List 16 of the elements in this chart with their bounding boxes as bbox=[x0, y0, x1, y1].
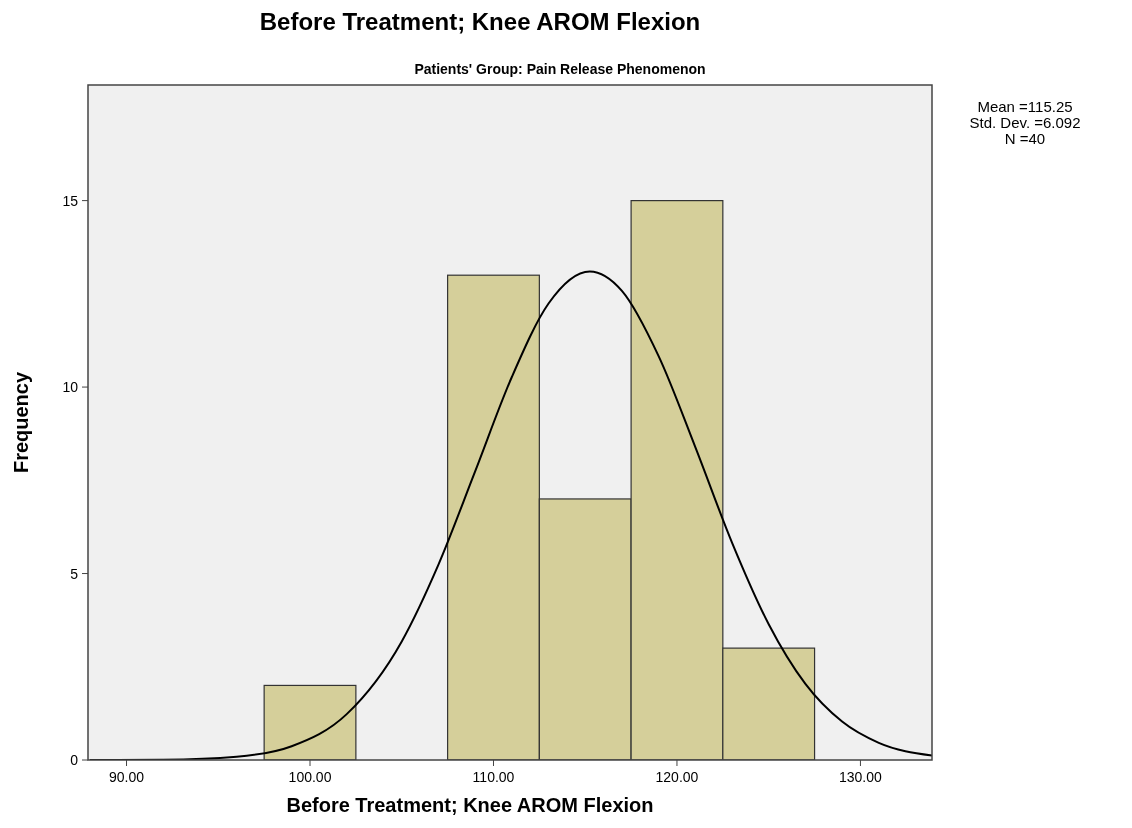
text: Std. Dev. =6.092 bbox=[969, 114, 1081, 131]
x-axis-title: Before Treatment; Knee AROM Flexion bbox=[286, 794, 654, 816]
x-tick-label: 100.00 bbox=[288, 769, 332, 785]
x-tick-label: 110.00 bbox=[472, 769, 515, 785]
y-tick-label: 10 bbox=[62, 379, 79, 396]
text: N =40 bbox=[1004, 130, 1046, 147]
chart-title: Before Treatment; Knee AROM Flexion bbox=[259, 8, 701, 35]
x-tick-label: 130.00 bbox=[839, 769, 883, 785]
chart-subtitle: Patients' Group: Pain Release Phenomenon bbox=[414, 61, 706, 77]
y-tick-label: 15 bbox=[62, 192, 79, 209]
y-tick-label: 5 bbox=[70, 565, 79, 582]
text: Mean =115.25 bbox=[977, 98, 1073, 115]
x-tick-label: 90.00 bbox=[109, 769, 145, 785]
y-axis-title: Frequency bbox=[10, 371, 32, 474]
x-tick-label: 120.00 bbox=[655, 769, 699, 785]
y-tick-label: 0 bbox=[70, 752, 79, 768]
